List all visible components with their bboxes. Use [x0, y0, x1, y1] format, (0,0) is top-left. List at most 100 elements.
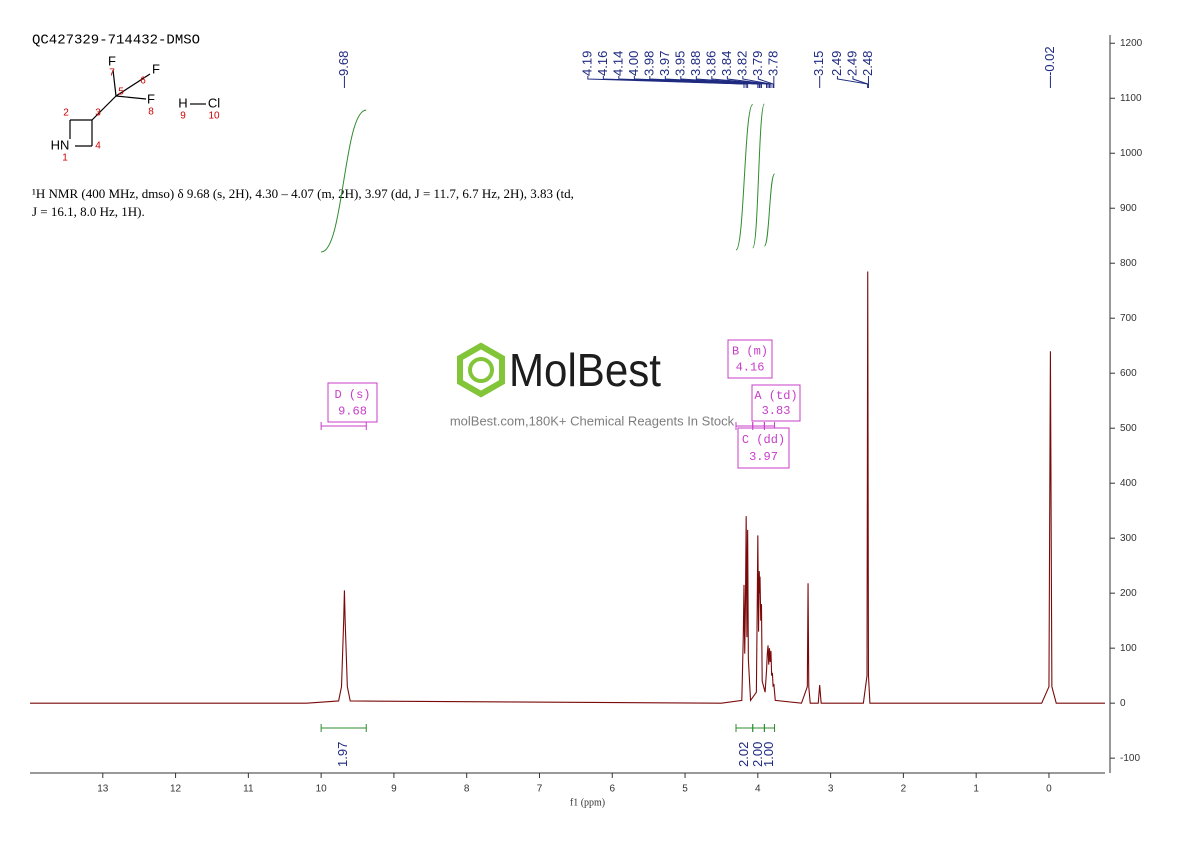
y-tick-label: 1000	[1120, 148, 1143, 159]
peak-label: 3.97	[657, 51, 672, 76]
y-tick-label: 600	[1120, 368, 1137, 379]
x-axis-label: f1 (ppm)	[570, 797, 605, 808]
structure-bonds	[69, 69, 206, 147]
multiplet-label: C (dd)	[742, 433, 785, 447]
peak-label: 3.15	[811, 51, 826, 76]
y-tick-label: 700	[1120, 313, 1137, 324]
atom-number: 5	[118, 87, 124, 98]
x-tick-label: 13	[97, 784, 109, 795]
atom-number: 7	[109, 68, 115, 79]
atom-symbol: F	[147, 91, 155, 106]
multiplet-shift: 3.83	[762, 404, 791, 418]
bond	[115, 95, 147, 100]
peak-label: 2.49	[844, 51, 859, 76]
x-tick-label: 4	[755, 784, 761, 795]
peak-label: 3.95	[672, 51, 687, 76]
peak-leader	[757, 76, 774, 88]
peak-leader	[852, 76, 869, 88]
x-tick-label: 3	[828, 784, 834, 795]
y-tick-label: -100	[1120, 753, 1140, 764]
x-tick-label: 6	[609, 784, 615, 795]
atom-symbol: F	[152, 61, 160, 76]
description-line: J = 16.1, 8.0 Hz, 1H).	[32, 204, 145, 219]
atom-symbol: H	[178, 95, 187, 110]
integral-label: 2.02	[736, 742, 751, 767]
y-tick-label: 100	[1120, 643, 1137, 654]
multiplet-shift: 4.16	[736, 361, 765, 375]
multiplet-box	[727, 339, 773, 379]
peak-label: 2.49	[829, 51, 844, 76]
y-tick-label: 300	[1120, 533, 1137, 544]
peak-label: 3.79	[750, 51, 765, 76]
logo-hexagon	[457, 342, 505, 398]
y-tick-label: 400	[1120, 478, 1137, 489]
x-tick-label: 8	[464, 784, 470, 795]
bond	[91, 95, 117, 121]
y-tick-label: 0	[1120, 698, 1126, 709]
atom-symbol: F	[108, 53, 116, 68]
atom-symbol: HN	[51, 137, 70, 152]
x-tick-label: 0	[1046, 784, 1052, 795]
y-tick-label: 900	[1120, 203, 1137, 214]
peak-label: 3.98	[641, 51, 656, 76]
peak-label: -0.02	[1042, 46, 1057, 76]
integral-curve	[735, 104, 754, 251]
peak-label: 4.19	[579, 51, 594, 76]
atom-number: 4	[95, 141, 101, 152]
integral-label: 1.97	[335, 742, 350, 767]
peak-label: 4.14	[610, 51, 625, 76]
x-tick-label: 12	[170, 784, 182, 795]
watermark-brand: MolBest	[509, 344, 661, 396]
peak-leader	[742, 76, 772, 88]
watermark-tagline: molBest.com,180K+ Chemical Reagents In S…	[450, 413, 735, 428]
multiplet-box	[751, 384, 801, 422]
integral-label: 1.00	[761, 742, 776, 767]
multiplet-shift: 3.97	[749, 450, 778, 464]
y-tick-label: 500	[1120, 423, 1137, 434]
atom-number: 8	[148, 107, 154, 118]
peak-label: 3.84	[719, 51, 734, 76]
peak-label: 3.88	[688, 51, 703, 76]
atom-number: 10	[208, 111, 220, 122]
peak-leader	[695, 76, 768, 88]
x-tick-label: 10	[316, 784, 328, 795]
x-tick-label: 7	[537, 784, 543, 795]
logo-ring	[468, 357, 494, 383]
atom-number: 3	[95, 108, 101, 119]
x-tick-label: 1	[973, 784, 979, 795]
multiplet-label: B (m)	[732, 345, 768, 359]
peak-label: 2.48	[860, 51, 875, 76]
peak-leader	[618, 76, 749, 88]
atom-symbol: Cl	[208, 95, 220, 110]
peak-label: 4.00	[626, 51, 641, 76]
y-tick-label: 1100	[1120, 93, 1142, 104]
x-tick-label: 11	[243, 784, 254, 795]
bond	[112, 69, 117, 97]
y-tick-label: 800	[1120, 258, 1137, 269]
atom-number: 6	[140, 76, 146, 87]
peak-label: 3.86	[703, 51, 718, 76]
bond	[115, 73, 151, 97]
multiplet-box	[737, 427, 790, 469]
peak-leader	[711, 76, 769, 88]
peak-label: 3.82	[734, 51, 749, 76]
y-tick-label: 1200	[1120, 38, 1143, 49]
peak-leader	[726, 76, 770, 88]
multiplet-shift: 9.68	[338, 404, 367, 418]
chart-title: QC427329-714432-DMSO	[32, 33, 200, 49]
multiplet-label: A (td)	[754, 389, 797, 403]
peak-leader	[680, 76, 762, 88]
multiplet-box	[327, 382, 378, 423]
atom-number: 9	[180, 111, 186, 122]
integral-label: 2.00	[750, 742, 765, 767]
atom-number: 1	[62, 153, 68, 164]
multiplet-label: D (s)	[334, 388, 370, 402]
x-tick-label: 2	[901, 784, 907, 795]
watermark: MolBest molBest.com,180K+ Chemical Reage…	[450, 342, 735, 428]
integral-curve	[763, 173, 776, 247]
peak-leader	[664, 76, 761, 88]
atom-number: 2	[63, 108, 69, 119]
peak-label: 9.68	[336, 51, 351, 76]
peak-label: 3.78	[765, 51, 780, 76]
integral-curve	[320, 109, 367, 253]
